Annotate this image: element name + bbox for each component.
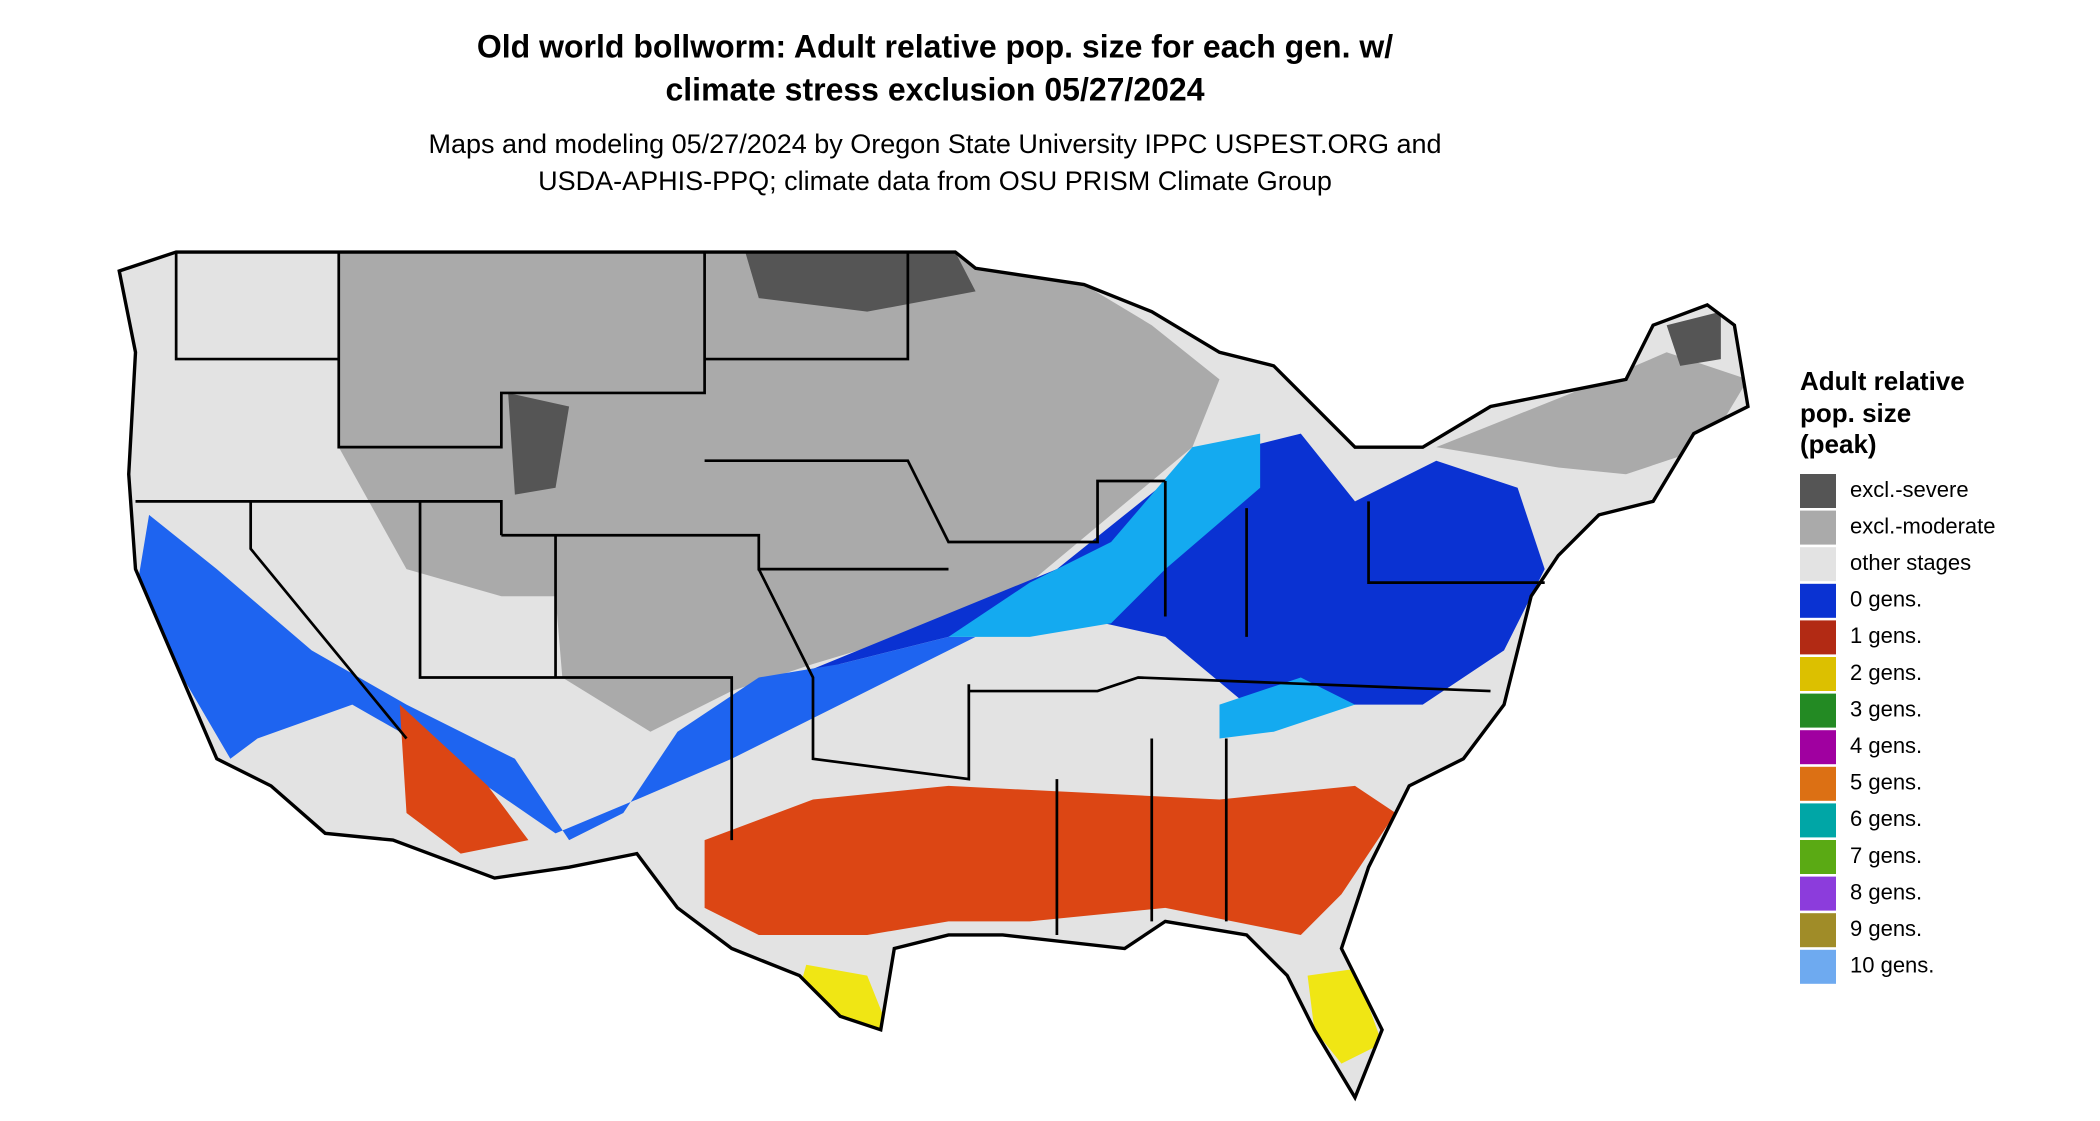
legend-swatch bbox=[1800, 730, 1836, 765]
excl-moderate-region bbox=[1436, 352, 1748, 475]
state-lines bbox=[117, 250, 1750, 1100]
title-line: Old world bollworm: Adult relative pop. … bbox=[477, 28, 1393, 64]
one-gens-region bbox=[399, 704, 1396, 935]
legend-label: 0 gens. bbox=[1850, 587, 1922, 612]
legend-label: 8 gens. bbox=[1850, 879, 1922, 904]
legend-label: 9 gens. bbox=[1850, 916, 1922, 941]
legend-swatch bbox=[1800, 876, 1836, 911]
legend-label: 2 gens. bbox=[1850, 660, 1922, 685]
legend-label: 1 gens. bbox=[1850, 623, 1922, 648]
excl-moderate-region bbox=[338, 252, 1220, 732]
legend-swatch bbox=[1800, 949, 1836, 984]
subtitle-line: Maps and modeling 05/27/2024 by Oregon S… bbox=[428, 129, 1441, 159]
legend-swatch bbox=[1800, 693, 1836, 728]
legend-title: (peak) bbox=[1800, 429, 1877, 459]
legend-label: 6 gens. bbox=[1850, 806, 1922, 831]
legend-swatch bbox=[1800, 510, 1836, 545]
legend-label: other stages bbox=[1850, 550, 1971, 575]
map-regions bbox=[135, 252, 1748, 1064]
legend-swatch bbox=[1800, 583, 1836, 618]
zero-gens-region bbox=[135, 514, 976, 841]
legend-swatch bbox=[1800, 474, 1836, 508]
legend-swatch bbox=[1800, 657, 1836, 691]
title-line: climate stress exclusion 05/27/2024 bbox=[665, 71, 1204, 107]
legend-swatch bbox=[1800, 766, 1836, 801]
subtitle-line: USDA-APHIS-PPQ; climate data from OSU PR… bbox=[538, 166, 1332, 196]
legend-swatch bbox=[1800, 913, 1836, 948]
legend: excl.-severe excl.-moderate other stages 0 … bbox=[1800, 474, 1996, 984]
legend-swatch bbox=[1800, 620, 1836, 655]
legend-swatch bbox=[1800, 547, 1836, 582]
legend-label: excl.-moderate bbox=[1850, 513, 1996, 538]
legend-label: excl.-severe bbox=[1850, 477, 1969, 502]
legend-label: 5 gens. bbox=[1850, 770, 1922, 795]
legend-label: 4 gens. bbox=[1850, 733, 1922, 758]
legend-swatch bbox=[1800, 840, 1836, 874]
legend-swatch bbox=[1800, 803, 1836, 838]
legend-label: 7 gens. bbox=[1850, 843, 1922, 868]
us-map bbox=[117, 250, 1750, 1100]
zero-gens-light bbox=[948, 433, 1355, 739]
legend-label: 10 gens. bbox=[1850, 953, 1934, 978]
legend-title: pop. size bbox=[1800, 398, 1911, 428]
legend-label: 3 gens. bbox=[1850, 696, 1922, 721]
legend-title: Adult relative bbox=[1800, 366, 1965, 396]
